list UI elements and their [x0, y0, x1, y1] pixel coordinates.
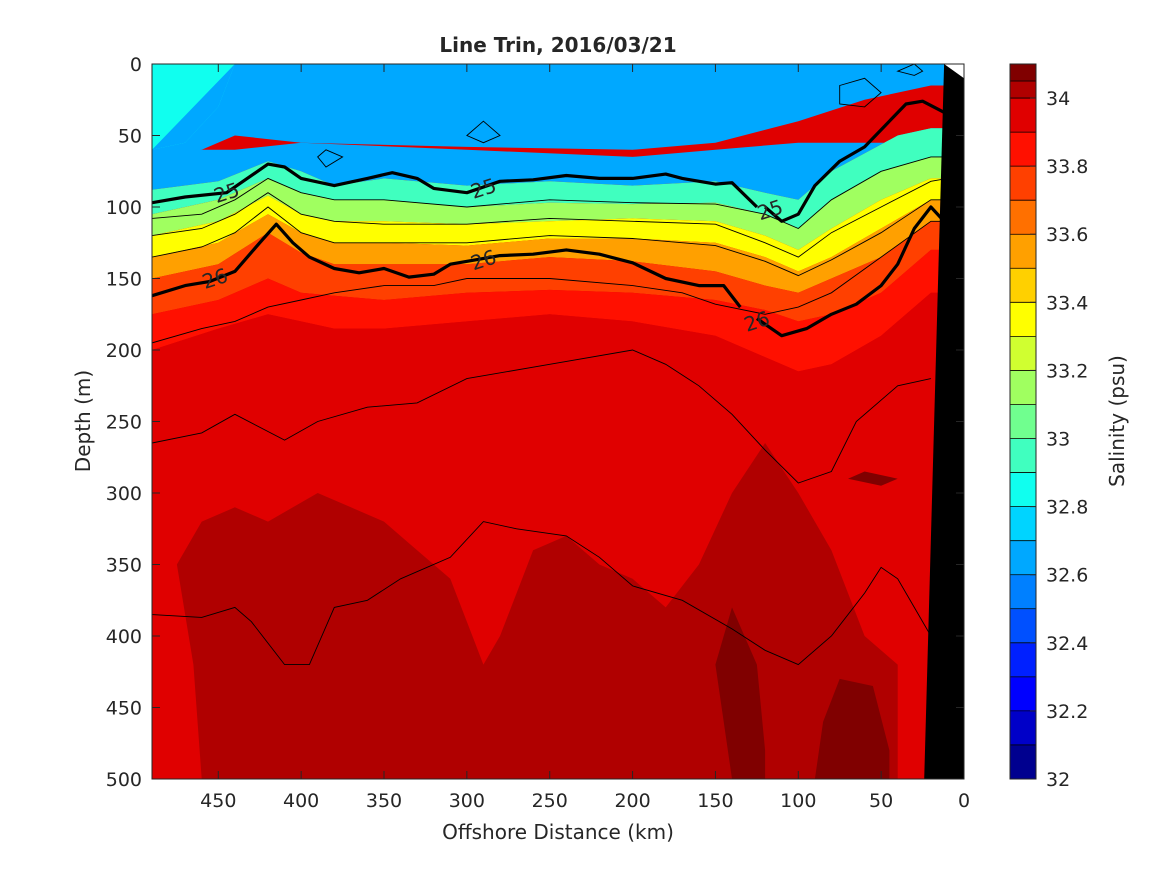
colorbar-tick-label-34: 34	[1046, 88, 1070, 110]
colorbar-swatch-13	[1010, 302, 1036, 337]
contour-closed-3	[466, 120, 501, 144]
salinity-band-14	[814, 678, 890, 779]
colorbar-swatch-18	[1010, 132, 1036, 167]
colorbar-swatch-3	[1010, 642, 1036, 678]
isopycnal-thin-5	[152, 521, 932, 666]
isopycnal-26-2	[152, 222, 742, 309]
x-tick-label-200: 200	[614, 790, 650, 812]
colorbar-swatch-21	[1010, 64, 1036, 82]
isopycnal-26-3	[755, 205, 946, 338]
isopycnal-thin-2	[152, 199, 948, 277]
y-axis-label: Depth (m)	[71, 370, 95, 472]
x-tick-label-250: 250	[532, 790, 568, 812]
chart-title: Line Trin, 2016/03/21	[439, 33, 676, 57]
salinity-band-5	[152, 128, 964, 229]
isopycnal-thin-4	[152, 349, 931, 484]
isopycnal-labeled-lines	[152, 99, 949, 338]
coast-gap	[944, 64, 964, 79]
x-tick-label-50: 50	[869, 790, 893, 812]
x-tick-label-300: 300	[449, 790, 485, 812]
colorbar-swatch-20	[1010, 81, 1036, 99]
colorbar-tick-label-33: 33	[1046, 429, 1070, 451]
salinity-band-8	[152, 199, 964, 293]
salinity-band-15	[848, 471, 898, 486]
colorbar-tick-label-32.4: 32.4	[1046, 633, 1088, 655]
colorbar-frame	[1009, 63, 1037, 780]
colorbar-swatch-11	[1010, 370, 1036, 405]
colorbar-swatch-7	[1010, 506, 1036, 542]
x-tick-label-100: 100	[780, 790, 816, 812]
salinity-band-9	[152, 221, 964, 322]
colorbar-swatch-2	[1010, 676, 1036, 712]
y-tick-label-500: 500	[106, 769, 142, 791]
colorbar-label: Salinity (psu)	[1105, 355, 1129, 487]
salinity-band-1	[152, 64, 964, 157]
colorbar-swatch-12	[1010, 336, 1036, 371]
salinity-band-7	[152, 178, 964, 272]
isopycnal-thin-lines	[152, 64, 948, 666]
colorbar-swatch-15	[1010, 234, 1036, 269]
colorbar-swatch-16	[1010, 200, 1036, 235]
contour-closed-2	[896, 64, 924, 76]
isopycnal-25-0	[152, 162, 759, 209]
y-axis: 0 50 100 150 200 250 300 350 400 450 500	[106, 54, 964, 791]
colorbar-swatch-1	[1010, 710, 1036, 746]
y-tick-label-400: 400	[106, 626, 142, 648]
colorbar-swatch-17	[1010, 166, 1036, 201]
salinity-fill	[152, 64, 964, 779]
isopycnal-25-1	[764, 99, 949, 223]
salinity-band-12	[176, 443, 898, 779]
colorbar-swatch-6	[1010, 540, 1036, 576]
colorbar-swatch-4	[1010, 608, 1036, 644]
colorbar-tick-label-33.2: 33.2	[1046, 360, 1088, 382]
colorbar-tick-label-33.8: 33.8	[1046, 156, 1088, 178]
x-tick-label-400: 400	[283, 790, 319, 812]
coastline-mask	[924, 64, 964, 779]
salinity-band-10	[152, 249, 964, 372]
x-tick-label-0: 0	[958, 790, 970, 812]
colorbar-swatch-9	[1010, 438, 1036, 474]
y-tick-label-200: 200	[106, 340, 142, 362]
y-tick-label-50: 50	[118, 126, 142, 148]
contour-closed-0	[317, 149, 344, 168]
colorbar-swatch-14	[1010, 268, 1036, 303]
x-axis-label: Offshore Distance (km)	[442, 820, 674, 844]
colorbar-tick-label-33.4: 33.4	[1046, 292, 1088, 314]
colorbar-swatch-0	[1010, 744, 1036, 780]
isopycnal-thin-1	[152, 177, 948, 258]
contour-closed-1	[839, 77, 882, 108]
isopycnal-thin-3	[152, 220, 948, 344]
salinity-band-13	[715, 607, 766, 779]
y-tick-label-350: 350	[106, 555, 142, 577]
x-tick-label-350: 350	[366, 790, 402, 812]
colorbar-swatch-8	[1010, 472, 1036, 508]
isopycnal-thin-0	[152, 156, 948, 230]
y-tick-label-150: 150	[106, 269, 142, 291]
x-tick-label-450: 450	[200, 790, 236, 812]
x-tick-label-150: 150	[697, 790, 733, 812]
colorbar-tick-label-32.6: 32.6	[1046, 565, 1088, 587]
colorbar-tick-label-32.2: 32.2	[1046, 701, 1088, 723]
y-tick-label-100: 100	[106, 197, 142, 219]
colorbar-swatch-10	[1010, 404, 1036, 440]
colorbar-swatch-19	[1010, 98, 1036, 133]
colorbar: 32 32.2 32.4 32.6 32.8 33 33.2 33.4 33.6 33.8 34	[1009, 63, 1088, 791]
colorbar-tick-label-32: 32	[1046, 769, 1070, 791]
y-tick-label-250: 250	[106, 412, 142, 434]
x-axis: 450 400 350 300 250 200 150 100 50 0	[200, 64, 970, 812]
salinity-band-6	[152, 156, 964, 250]
coastline	[924, 64, 964, 779]
colorbar-tick-label-33.6: 33.6	[1046, 224, 1088, 246]
colorbar-swatch-5	[1010, 574, 1036, 610]
y-tick-label-300: 300	[106, 483, 142, 505]
colorbar-tick-label-32.8: 32.8	[1046, 497, 1088, 519]
y-tick-label-450: 450	[106, 698, 142, 720]
y-tick-label-0: 0	[130, 54, 142, 76]
